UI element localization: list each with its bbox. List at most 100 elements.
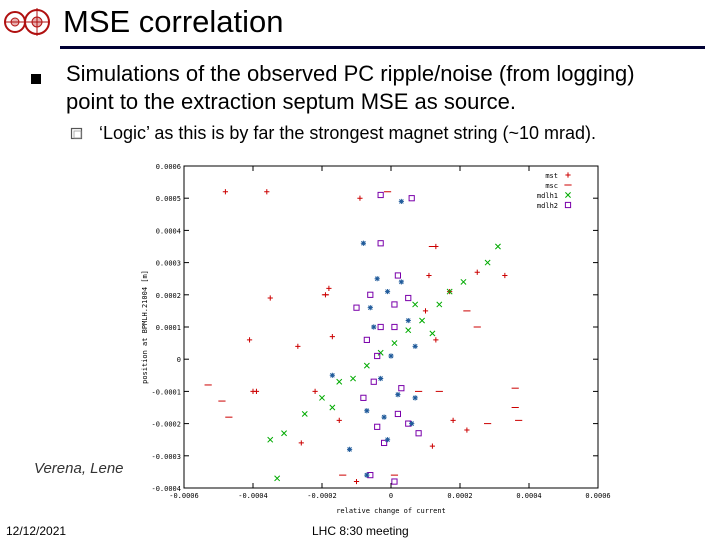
data-point [246,337,253,343]
data-point [384,437,391,443]
data-point [377,349,384,356]
data-point [381,439,388,447]
data-point [446,288,453,295]
data-point [329,404,336,411]
data-point [433,337,439,343]
y-tick-label: 0.0005 [156,195,181,203]
data-point [364,472,370,478]
data-point [329,334,335,340]
scatter-plot-svg: -0.0006 -0.0004 -0.0002 0 0.0002 0.0004 0.0006… [141,163,611,515]
data-point [374,352,381,360]
data-point [350,375,357,382]
data-point [405,317,411,324]
slide-title: MSE correlation [63,4,284,39]
x-tick-label: -0.0002 [307,492,337,500]
y-tick-label: -0.0004 [151,485,181,493]
data-point [388,353,394,359]
x-tick-label: 0.0004 [516,492,541,500]
x-tick-label: -0.0004 [238,492,268,500]
data-point [267,436,274,443]
data-point [381,414,387,420]
legend-marker [565,172,571,178]
data-point [394,272,401,279]
data-point [429,443,435,449]
author-names: Verena, Lene [34,460,124,477]
data-point [391,323,398,331]
data-point [371,324,377,330]
data-point [267,295,273,301]
bullet-text: Simulations of the observed PC ripple/no… [66,61,635,114]
data-point [502,272,508,279]
data-point [353,304,360,311]
y-tick-label: -0.0002 [151,421,181,429]
y-tick-label: -0.0003 [151,453,181,461]
data-point [264,189,270,195]
data-point [253,388,260,394]
legend-label: mdlh1 [537,192,558,200]
data-point [274,475,281,482]
y-tick-label: 0.0002 [156,292,181,300]
data-point [353,478,360,485]
data-point [394,410,401,418]
y-tick-label: 0.0004 [156,227,181,235]
legend-label: mdlh2 [537,202,558,210]
data-point [415,430,422,437]
data-point [419,317,426,324]
x-tick-label: 0.0006 [585,492,610,500]
data-point [426,272,432,279]
data-point [363,362,370,369]
hollow-square-bullet-icon [70,127,83,140]
x-tick-label: 0.0002 [447,492,472,500]
legend-label: msc [545,182,558,190]
footer-meeting: LHC 8:30 meeting [312,524,409,538]
data-point [450,417,456,423]
data-point [484,259,491,266]
y-tick-label: 0.0003 [156,260,181,268]
data-point [405,327,412,334]
data-point [377,323,384,331]
cern-logo-icon [2,2,52,42]
y-tick-label: 0.0006 [156,163,181,171]
data-point [412,343,418,349]
data-point [398,279,404,285]
data-point [364,408,370,414]
data-point [409,421,415,427]
data-point [464,427,470,433]
data-point [398,385,405,392]
data-point [377,240,384,247]
data-point [357,195,363,201]
data-point [336,378,343,385]
data-point [378,375,384,382]
data-point [367,305,373,311]
plot-frame [183,165,599,489]
data-point [312,388,318,394]
data-point [370,378,377,385]
data-point [398,198,404,205]
y-axis-label: position at BPMLH.21004 [m] [141,270,149,384]
data-point [360,240,366,246]
data-point [412,301,419,308]
data-point [319,394,325,401]
data-point [436,301,443,308]
data-point [298,440,304,446]
data-point [474,269,480,275]
data-point [329,372,335,378]
scatter-plot: -0.0006 -0.0004 -0.0002 0 0.0002 0.0004 0.0006… [138,158,616,518]
y-tick-label: 0.0001 [156,324,181,332]
y-tick-label: -0.0001 [151,388,181,396]
data-point [295,343,301,349]
data-point [412,395,418,401]
data-point [281,430,288,437]
data-point [395,392,401,398]
x-tick-label: -0.0006 [169,492,199,500]
legend-label: mst [545,172,558,180]
data-point [391,301,398,308]
data-point [384,288,391,295]
data-point [374,276,380,282]
data-point [222,189,228,195]
data-point [363,336,370,343]
data-point [391,478,398,485]
data-point [374,423,381,430]
data-point [460,278,467,285]
data-point [360,394,367,401]
